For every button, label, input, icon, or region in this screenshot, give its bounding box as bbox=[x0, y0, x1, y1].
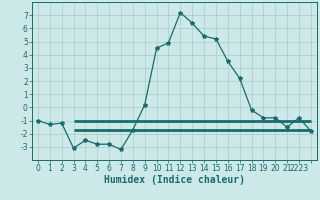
X-axis label: Humidex (Indice chaleur): Humidex (Indice chaleur) bbox=[104, 175, 245, 185]
